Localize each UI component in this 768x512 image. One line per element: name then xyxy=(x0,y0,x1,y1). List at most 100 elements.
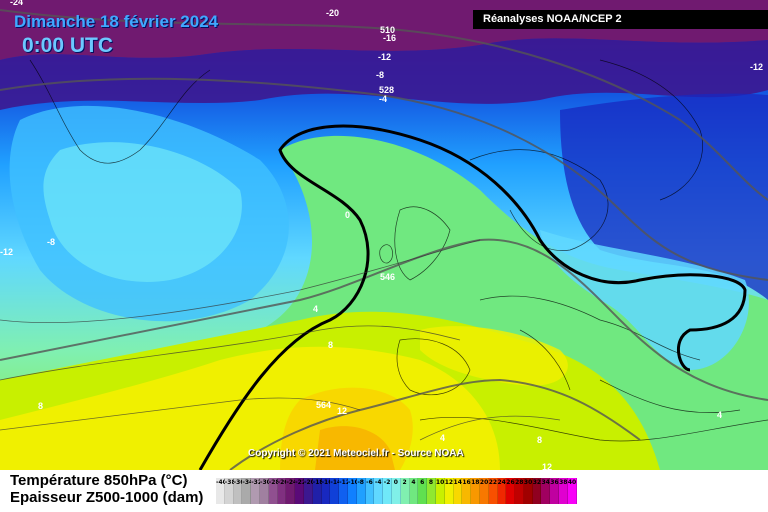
scale-value: 36 xyxy=(550,479,559,486)
weather-map: -24 -20 510 -16 -12 -8 528 -4 -12 -12 -8… xyxy=(0,0,768,470)
scale-cell: -36 xyxy=(233,478,245,504)
scale-value: 10 xyxy=(435,479,445,486)
scale-value: 8 xyxy=(428,479,434,486)
scale-value: -32 xyxy=(251,479,263,486)
scale-cell: 16 xyxy=(462,478,472,504)
scale-value: -36 xyxy=(233,479,245,486)
svg-text:-12: -12 xyxy=(750,62,763,72)
svg-text:4: 4 xyxy=(717,410,722,420)
scale-value: -38 xyxy=(224,479,236,486)
scale-value: -16 xyxy=(321,479,333,486)
scale-value: 12 xyxy=(444,479,454,486)
scale-cell: 6 xyxy=(418,478,428,504)
scale-cell: -28 xyxy=(268,478,280,504)
svg-text:4: 4 xyxy=(440,433,445,443)
scale-cell: -2 xyxy=(383,478,392,504)
scale-value: 18 xyxy=(471,479,480,486)
zero-isotherm xyxy=(198,124,747,470)
scale-value: 34 xyxy=(541,479,550,486)
scale-cell: -30 xyxy=(259,478,271,504)
scale-cell: -6 xyxy=(365,478,375,504)
svg-text:8: 8 xyxy=(38,401,43,411)
svg-text:-12: -12 xyxy=(378,52,391,62)
scale-value: -12 xyxy=(339,479,350,486)
data-source-label: Réanalyses NOAA/NCEP 2 xyxy=(473,10,768,29)
scale-cell: 18 xyxy=(471,478,480,504)
scale-value: -2 xyxy=(383,479,391,486)
svg-text:-20: -20 xyxy=(326,8,339,18)
scale-cell: 28 xyxy=(515,478,524,504)
copyright-text: Copyright © 2021 Meteociel.fr - Source N… xyxy=(248,448,464,459)
scale-cell: 36 xyxy=(550,478,560,504)
scale-cell: 30 xyxy=(523,478,533,504)
scale-cell: -24 xyxy=(286,478,298,504)
scale-cell: -10 xyxy=(347,478,359,504)
scale-cell: 24 xyxy=(497,478,507,504)
map-date: Dimanche 18 février 2024 xyxy=(14,12,219,31)
scale-cell: 40 xyxy=(567,478,577,504)
scale-value: 14 xyxy=(453,479,462,486)
svg-text:-8: -8 xyxy=(47,237,55,247)
scale-cell: -12 xyxy=(339,478,350,504)
scale-value: 6 xyxy=(420,479,425,486)
scale-value: 20 xyxy=(479,479,489,486)
scale-cell: 8 xyxy=(427,478,436,504)
scale-cell: 12 xyxy=(444,478,454,504)
svg-text:564: 564 xyxy=(316,400,331,410)
legend-title-temperature: Température 850hPa (°C) xyxy=(10,472,188,489)
svg-text:528: 528 xyxy=(379,85,394,95)
scale-value: 16 xyxy=(462,479,471,486)
scale-cell: -32 xyxy=(251,478,263,504)
scale-value: -6 xyxy=(366,479,373,486)
svg-text:546: 546 xyxy=(380,272,395,282)
scale-value: 0 xyxy=(393,479,398,486)
scale-cell: -4 xyxy=(374,478,384,504)
scale-value: 28 xyxy=(515,479,524,486)
scale-cell: 14 xyxy=(453,478,463,504)
scale-cell: 22 xyxy=(488,478,498,504)
scale-value: -14 xyxy=(330,479,342,486)
scale-value: 38 xyxy=(559,479,568,486)
svg-text:12: 12 xyxy=(542,462,552,470)
scale-value: 32 xyxy=(532,479,542,486)
svg-text:-4: -4 xyxy=(379,94,387,104)
thickness-contours xyxy=(0,9,768,470)
scale-cell: 38 xyxy=(559,478,568,504)
svg-text:510: 510 xyxy=(380,25,395,35)
svg-text:12: 12 xyxy=(337,406,347,416)
scale-value: 40 xyxy=(567,479,577,486)
scale-value: -10 xyxy=(347,479,359,486)
scale-value: -28 xyxy=(268,479,280,486)
scale-cell: 2 xyxy=(400,478,410,504)
scale-value: 30 xyxy=(523,479,533,486)
svg-text:-16: -16 xyxy=(383,33,396,43)
scale-cell: -16 xyxy=(321,478,333,504)
scale-cell: 4 xyxy=(409,478,419,504)
svg-text:0: 0 xyxy=(345,210,350,220)
scale-value: -30 xyxy=(259,479,271,486)
scale-value: -40 xyxy=(216,479,227,486)
scale-cell: 34 xyxy=(541,478,551,504)
scale-cell: -18 xyxy=(312,478,324,504)
scale-value: -34 xyxy=(242,479,254,486)
scale-cell: 26 xyxy=(506,478,516,504)
scale-value: -18 xyxy=(312,479,324,486)
scale-cell: -8 xyxy=(356,478,366,504)
scale-value: -20 xyxy=(303,479,315,486)
svg-text:4: 4 xyxy=(313,304,318,314)
scale-cell: 32 xyxy=(532,478,542,504)
color-scale: -40 -38 -36 -34 -32 -30 -28 -26 -24 -22 -20 -18 -16-… xyxy=(216,478,577,504)
scale-value: -26 xyxy=(277,479,289,486)
scale-value: 24 xyxy=(497,479,506,486)
scale-cell: 20 xyxy=(479,478,489,504)
svg-text:8: 8 xyxy=(537,435,542,445)
svg-text:8: 8 xyxy=(328,340,333,350)
map-time: 0:00 UTC xyxy=(22,34,114,57)
legend-title-thickness: Epaisseur Z500-1000 (dam) xyxy=(10,489,204,506)
scale-cell: -38 xyxy=(224,478,236,504)
coastlines xyxy=(29,59,768,442)
scale-value: -24 xyxy=(286,479,298,486)
scale-cell: -40 xyxy=(216,478,227,504)
scale-value: -8 xyxy=(357,479,364,486)
scale-value: 4 xyxy=(411,479,416,486)
